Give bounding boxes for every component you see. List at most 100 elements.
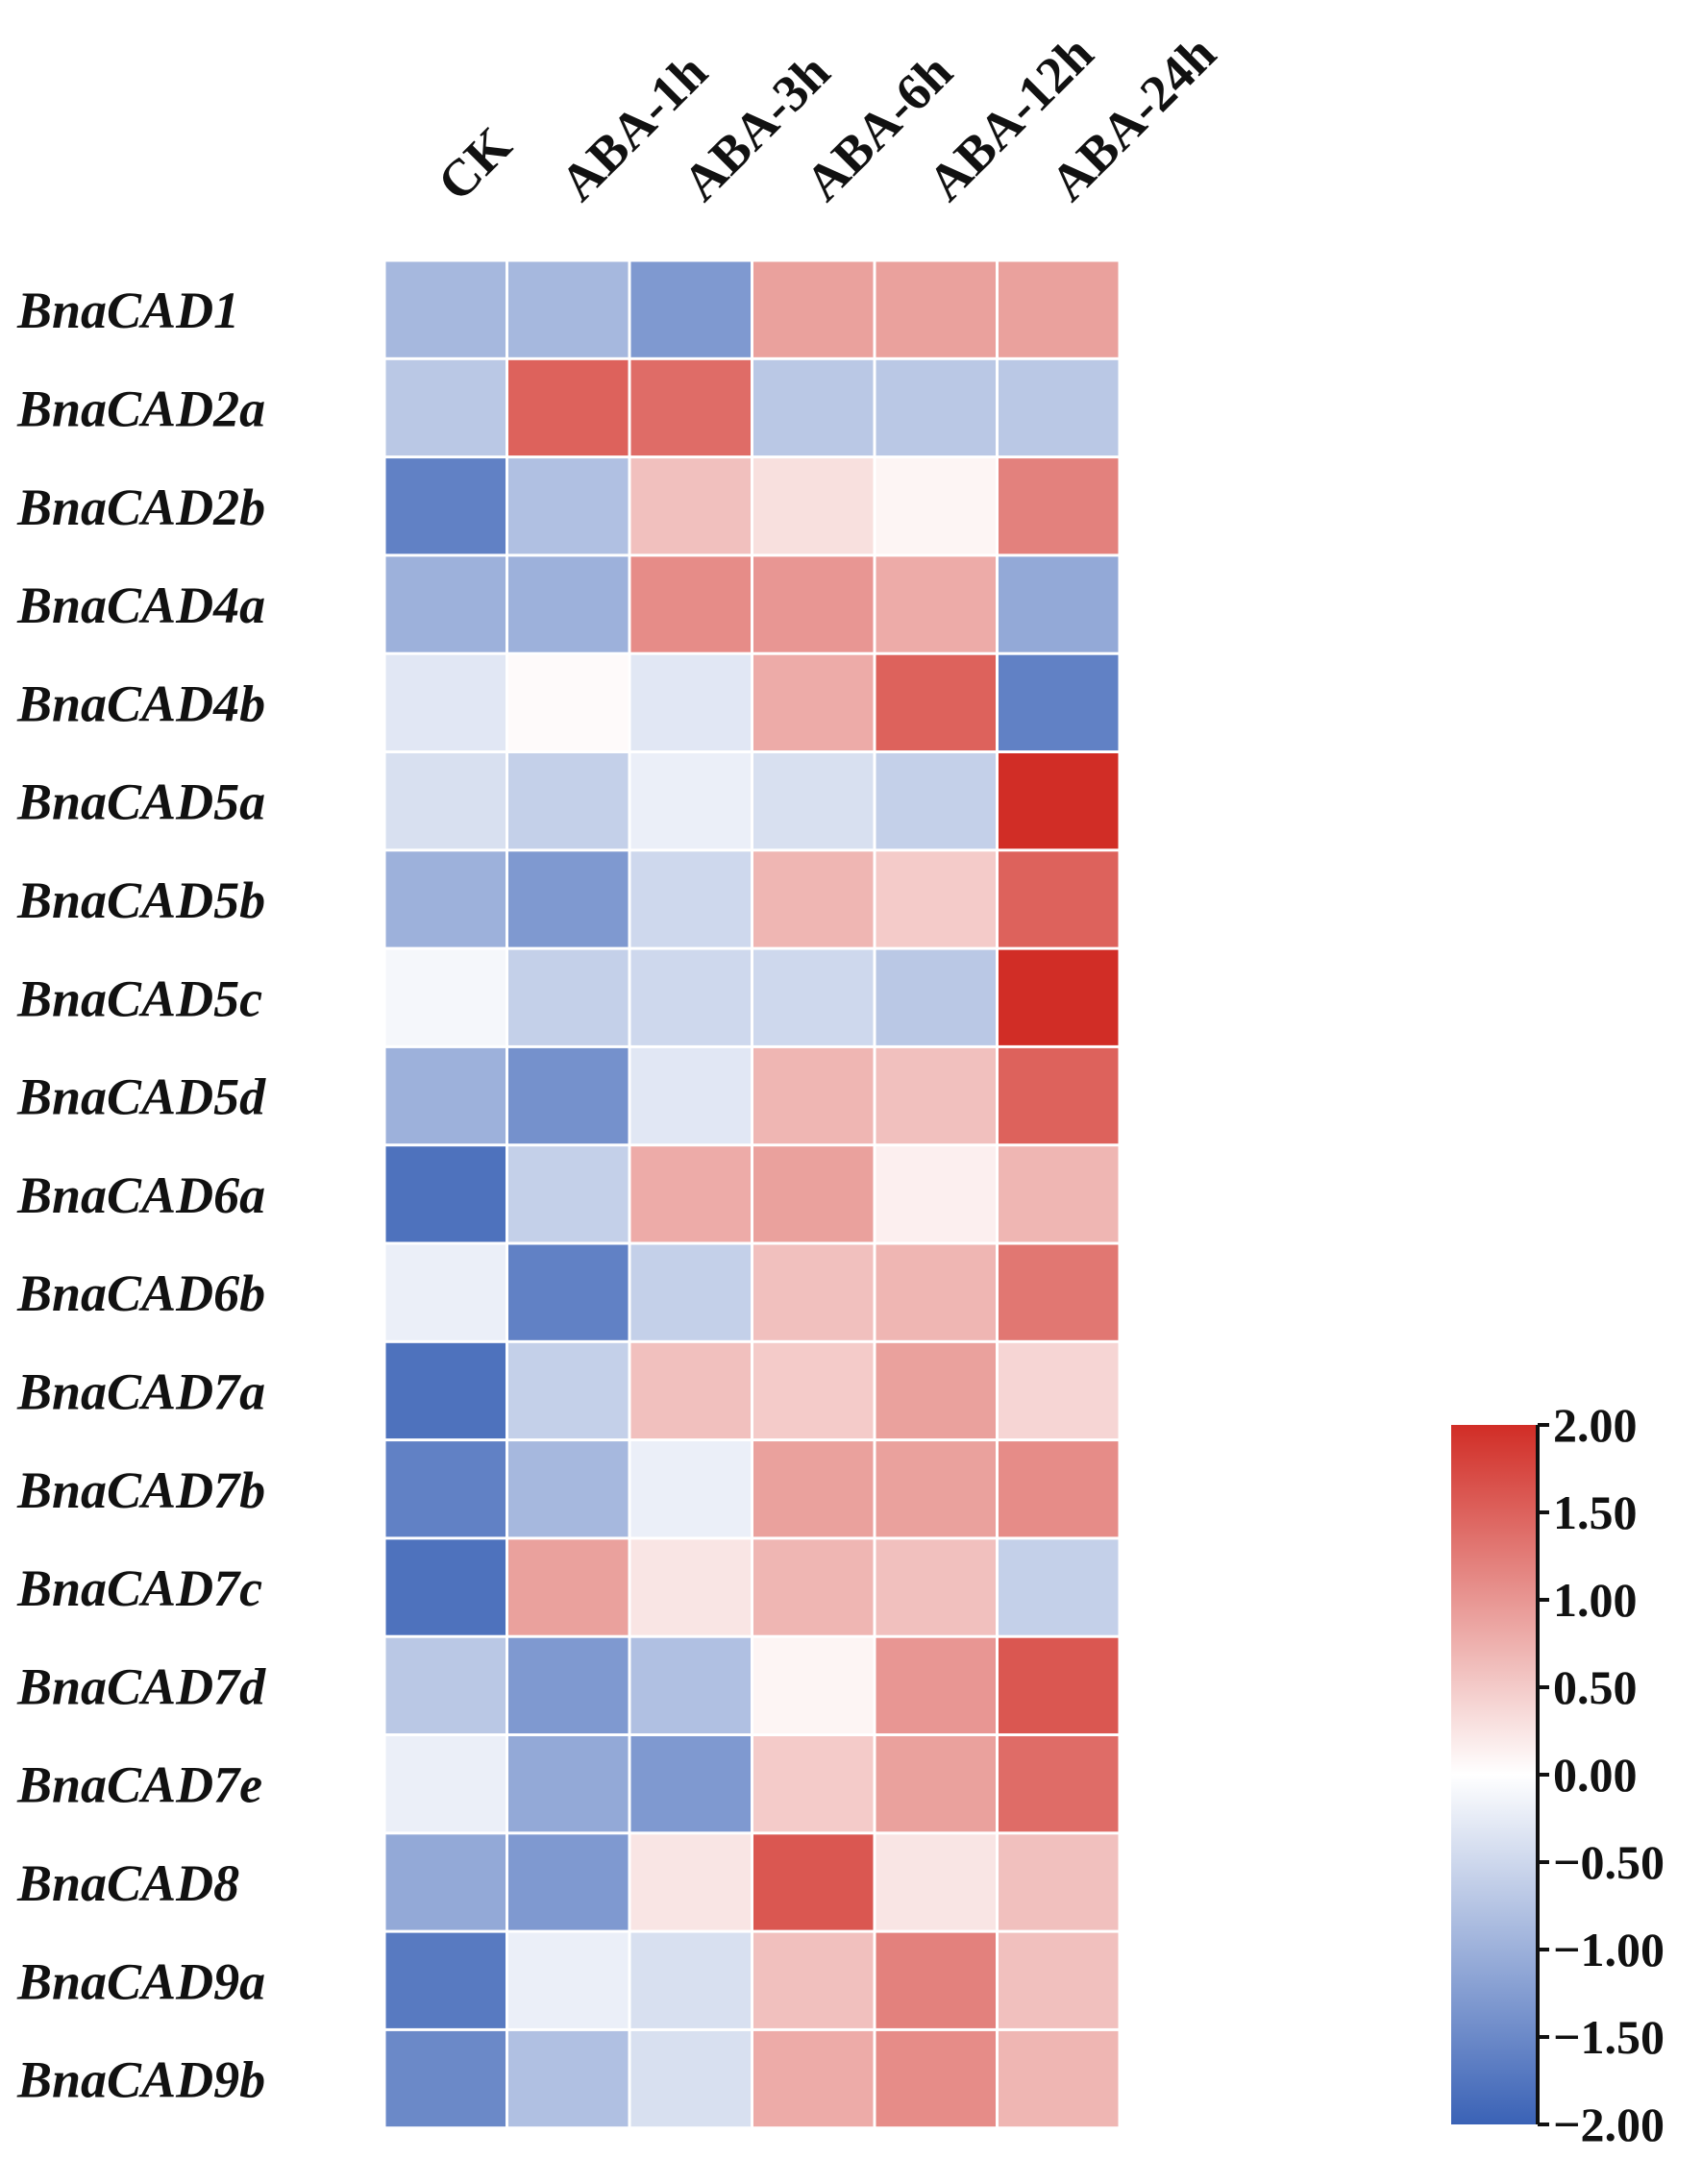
heatmap-cell xyxy=(385,458,506,554)
heatmap-cell xyxy=(630,851,751,947)
heatmap-cell xyxy=(508,949,629,1045)
heatmap-cell xyxy=(876,851,996,947)
heatmap-cell xyxy=(753,1244,874,1340)
heatmap-cell xyxy=(385,1047,506,1144)
colorbar-tick-label: −2.00 xyxy=(1553,2098,1665,2151)
heatmap-cell xyxy=(753,851,874,947)
heatmap-cell xyxy=(630,1932,751,2028)
heatmap-cell xyxy=(385,1146,506,1242)
heatmap-cell xyxy=(876,1637,996,1733)
heatmap-cell xyxy=(508,851,629,947)
heatmap-cell xyxy=(385,556,506,652)
heatmap-cell xyxy=(876,753,996,849)
heatmap-cell xyxy=(630,753,751,849)
heatmap-cell xyxy=(999,1539,1119,1635)
heatmap-cell xyxy=(753,1047,874,1144)
heatmap-cell xyxy=(999,359,1119,456)
row-label: BnaCAD7b xyxy=(16,1461,265,1519)
heatmap-cell xyxy=(876,556,996,652)
heatmap-cell xyxy=(753,1539,874,1635)
row-label: BnaCAD9b xyxy=(16,2051,265,2109)
row-label: BnaCAD4a xyxy=(16,577,265,634)
heatmap-cell xyxy=(385,1539,506,1635)
heatmap-cell xyxy=(630,1342,751,1439)
heatmap-cell xyxy=(385,851,506,947)
heatmap-cell xyxy=(508,1539,629,1635)
heatmap-cell xyxy=(876,359,996,456)
heatmap-cell xyxy=(385,1342,506,1439)
heatmap-cell xyxy=(508,1342,629,1439)
colorbar-gradient xyxy=(1451,1425,1538,2124)
heatmap-cell xyxy=(630,1736,751,1832)
heatmap-cell xyxy=(385,261,506,357)
heatmap-cell xyxy=(753,753,874,849)
heatmap-cell xyxy=(999,458,1119,554)
row-labels: BnaCAD1 BnaCAD2a BnaCAD2b BnaCAD4a BnaCAD4b B… xyxy=(16,282,266,2108)
heatmap-cell xyxy=(999,949,1119,1045)
heatmap-cell xyxy=(999,1146,1119,1242)
heatmap-cell xyxy=(385,359,506,456)
heatmap-cell xyxy=(630,1047,751,1144)
heatmap-cell xyxy=(630,1637,751,1733)
heatmap-cell xyxy=(999,1932,1119,2028)
heatmap-cell xyxy=(753,949,874,1045)
row-label: BnaCAD5a xyxy=(16,773,265,831)
heatmap-cell xyxy=(999,753,1119,849)
heatmap-cell xyxy=(630,1441,751,1537)
heatmap-cell xyxy=(876,458,996,554)
colorbar-tick-label: 2.00 xyxy=(1553,1398,1638,1452)
heatmap-cell xyxy=(876,1932,996,2028)
heatmap-cell xyxy=(630,261,751,357)
heatmap-cell xyxy=(753,458,874,554)
heatmap-cell xyxy=(508,1834,629,1930)
colorbar-tick-label: −1.00 xyxy=(1553,1923,1665,1976)
heatmap-cell xyxy=(876,2030,996,2127)
heatmap-cell xyxy=(753,1637,874,1733)
heatmap-cell xyxy=(385,1637,506,1733)
heatmap-cell xyxy=(876,1047,996,1144)
heatmap-cell xyxy=(508,2030,629,2127)
heatmap-cell xyxy=(630,1834,751,1930)
heatmap-cell xyxy=(999,851,1119,947)
heatmap-cell xyxy=(508,1244,629,1340)
heatmap-cell xyxy=(753,261,874,357)
heatmap-cell xyxy=(630,556,751,652)
colorbar-tick-label: 1.50 xyxy=(1553,1485,1638,1539)
heatmap-cell xyxy=(630,1244,751,1340)
heatmap-cell xyxy=(385,1441,506,1537)
heatmap-cell xyxy=(999,556,1119,652)
heatmap-cell xyxy=(630,654,751,750)
heatmap-cell xyxy=(385,949,506,1045)
heatmap-cell xyxy=(999,1637,1119,1733)
heatmap-cell xyxy=(508,753,629,849)
heatmap-cell xyxy=(876,1146,996,1242)
column-label: CK xyxy=(427,116,523,212)
heatmap-cell xyxy=(876,949,996,1045)
heatmap-cell xyxy=(508,654,629,750)
heatmap-cell xyxy=(876,654,996,750)
heatmap-cell xyxy=(508,359,629,456)
row-label: BnaCAD7e xyxy=(16,1756,262,1814)
heatmap-cell xyxy=(999,654,1119,750)
heatmap-cell xyxy=(385,753,506,849)
heatmap-cell xyxy=(999,1244,1119,1340)
row-label: BnaCAD5b xyxy=(16,871,265,929)
heatmap-cell xyxy=(508,458,629,554)
row-label: BnaCAD6a xyxy=(16,1166,265,1224)
heatmap-cell xyxy=(508,1932,629,2028)
colorbar-ticks: 2.00 1.50 1.00 0.50 0.00 −0.50 −1.00 −1.50 −2.00 xyxy=(1538,1398,1665,2151)
heatmap-cell xyxy=(999,1047,1119,1144)
row-label: BnaCAD9a xyxy=(16,1952,265,2010)
heatmap-cell xyxy=(630,949,751,1045)
heatmap-cell xyxy=(385,1736,506,1832)
heatmap-cell xyxy=(753,1736,874,1832)
heatmap-cell xyxy=(508,1146,629,1242)
heatmap-cell xyxy=(385,1932,506,2028)
heatmap-cell xyxy=(999,2030,1119,2127)
heatmap-cell xyxy=(630,359,751,456)
colorbar-tick-label: 1.00 xyxy=(1553,1573,1638,1627)
heatmap-cell xyxy=(385,654,506,750)
heatmap-cell xyxy=(876,1834,996,1930)
